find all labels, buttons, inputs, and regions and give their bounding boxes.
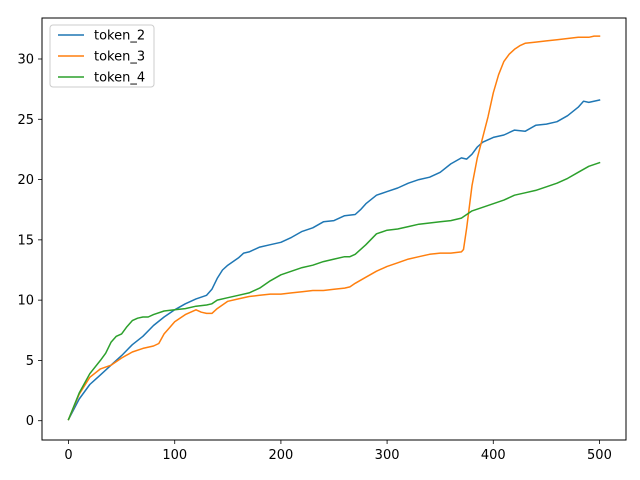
legend-item-token_3: token_3 [58,50,145,65]
series-layer [67,35,601,421]
series-line-token_4 [67,161,601,421]
series-line-token_3 [67,35,601,421]
legend-label: token_4 [94,71,145,86]
legend-box [49,24,155,88]
legend-item-token_4: token_4 [58,71,145,86]
legend-item-token_2: token_2 [58,29,145,44]
plot-frame [41,17,627,441]
x-tick-label: 300 [375,448,400,463]
x-tick-label: 0 [64,448,72,463]
y-tick-label: 5 [26,354,34,369]
x-tick-label: 200 [268,448,293,463]
y-tick-label: 20 [17,173,34,188]
legend-label: token_3 [94,50,145,65]
x-tick-label: 400 [481,448,506,463]
x-tick-label: 100 [162,448,187,463]
y-tick-label: 25 [17,113,34,128]
y-tick-label: 30 [17,52,34,67]
legend: token_2 token_3 token_4 [49,24,155,88]
x-tick-label: 500 [587,448,612,463]
y-tick-label: 15 [17,233,34,248]
series-line-token_2 [67,99,601,421]
y-tick-label: 0 [26,414,34,429]
tick-layer: 0 100 200 300 400 500 0 5 10 15 20 25 30 [17,52,611,463]
y-tick-label: 10 [17,294,34,309]
legend-label: token_2 [94,29,145,44]
